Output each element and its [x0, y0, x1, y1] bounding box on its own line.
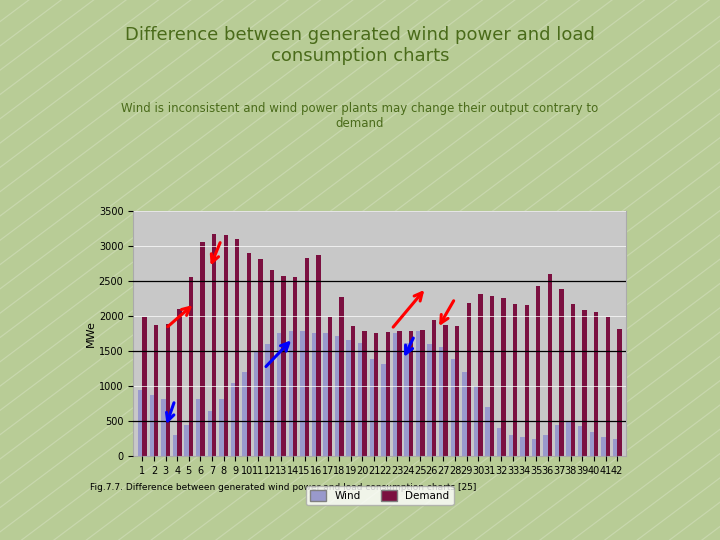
- Bar: [485, 407, 490, 456]
- Bar: [601, 437, 606, 456]
- Bar: [474, 386, 478, 456]
- Bar: [571, 304, 575, 456]
- Bar: [150, 395, 154, 456]
- Bar: [289, 332, 293, 456]
- Bar: [323, 333, 328, 456]
- Bar: [409, 330, 413, 456]
- Bar: [189, 276, 193, 456]
- Bar: [559, 289, 564, 456]
- Bar: [154, 325, 158, 456]
- Bar: [393, 333, 397, 456]
- Bar: [254, 351, 258, 456]
- Bar: [432, 320, 436, 456]
- Bar: [531, 438, 536, 456]
- Bar: [420, 330, 425, 456]
- Bar: [312, 333, 316, 456]
- Bar: [444, 325, 448, 456]
- Bar: [606, 316, 610, 456]
- Bar: [161, 399, 166, 456]
- Bar: [362, 332, 366, 456]
- Bar: [462, 372, 467, 456]
- Y-axis label: MWe: MWe: [86, 320, 96, 347]
- Bar: [544, 435, 548, 456]
- Bar: [386, 332, 390, 456]
- Bar: [369, 360, 374, 456]
- Bar: [617, 328, 621, 456]
- Bar: [555, 424, 559, 456]
- Bar: [501, 298, 505, 456]
- Bar: [524, 306, 529, 456]
- Bar: [381, 363, 386, 456]
- Bar: [351, 326, 355, 456]
- Bar: [207, 411, 212, 456]
- Bar: [536, 286, 541, 456]
- Bar: [520, 437, 524, 456]
- Legend: Wind, Demand: Wind, Demand: [306, 486, 454, 505]
- Bar: [277, 333, 282, 456]
- Bar: [166, 325, 170, 456]
- Bar: [316, 255, 320, 456]
- Bar: [513, 304, 518, 456]
- Bar: [293, 276, 297, 456]
- Bar: [594, 312, 598, 456]
- Bar: [451, 360, 455, 456]
- Bar: [339, 297, 343, 456]
- Bar: [548, 274, 552, 456]
- Bar: [300, 332, 305, 456]
- Bar: [590, 432, 594, 456]
- Bar: [173, 435, 177, 456]
- Bar: [196, 399, 200, 456]
- Bar: [282, 276, 286, 456]
- Bar: [497, 428, 501, 456]
- Bar: [143, 318, 147, 456]
- Text: Difference between generated wind power and load
consumption charts: Difference between generated wind power …: [125, 26, 595, 65]
- Bar: [613, 438, 617, 456]
- Bar: [467, 302, 471, 456]
- Bar: [578, 426, 582, 456]
- Bar: [582, 309, 587, 456]
- Bar: [138, 390, 143, 456]
- Bar: [455, 326, 459, 456]
- Bar: [235, 239, 240, 456]
- Bar: [374, 333, 379, 456]
- Bar: [242, 372, 247, 456]
- Bar: [200, 242, 204, 456]
- Bar: [223, 235, 228, 456]
- Text: Wind is inconsistent and wind power plants may change their output contrary to
d: Wind is inconsistent and wind power plan…: [122, 102, 598, 130]
- Bar: [219, 399, 223, 456]
- Bar: [478, 294, 482, 456]
- Bar: [247, 253, 251, 456]
- Bar: [335, 335, 339, 456]
- Bar: [266, 344, 270, 456]
- Bar: [490, 296, 494, 456]
- Bar: [358, 342, 362, 456]
- Bar: [177, 309, 181, 456]
- Bar: [305, 258, 309, 456]
- Bar: [184, 424, 189, 456]
- Text: Fig.7.7. Difference between generated wind power and load consumption charts [25: Fig.7.7. Difference between generated wi…: [90, 483, 477, 492]
- Bar: [405, 342, 409, 456]
- Bar: [346, 341, 351, 456]
- Bar: [212, 234, 216, 456]
- Bar: [567, 421, 571, 456]
- Bar: [508, 435, 513, 456]
- Bar: [397, 332, 402, 456]
- Bar: [328, 316, 332, 456]
- Bar: [428, 344, 432, 456]
- Bar: [230, 382, 235, 456]
- Bar: [258, 259, 263, 456]
- Bar: [416, 332, 420, 456]
- Bar: [270, 269, 274, 456]
- Bar: [439, 347, 444, 456]
